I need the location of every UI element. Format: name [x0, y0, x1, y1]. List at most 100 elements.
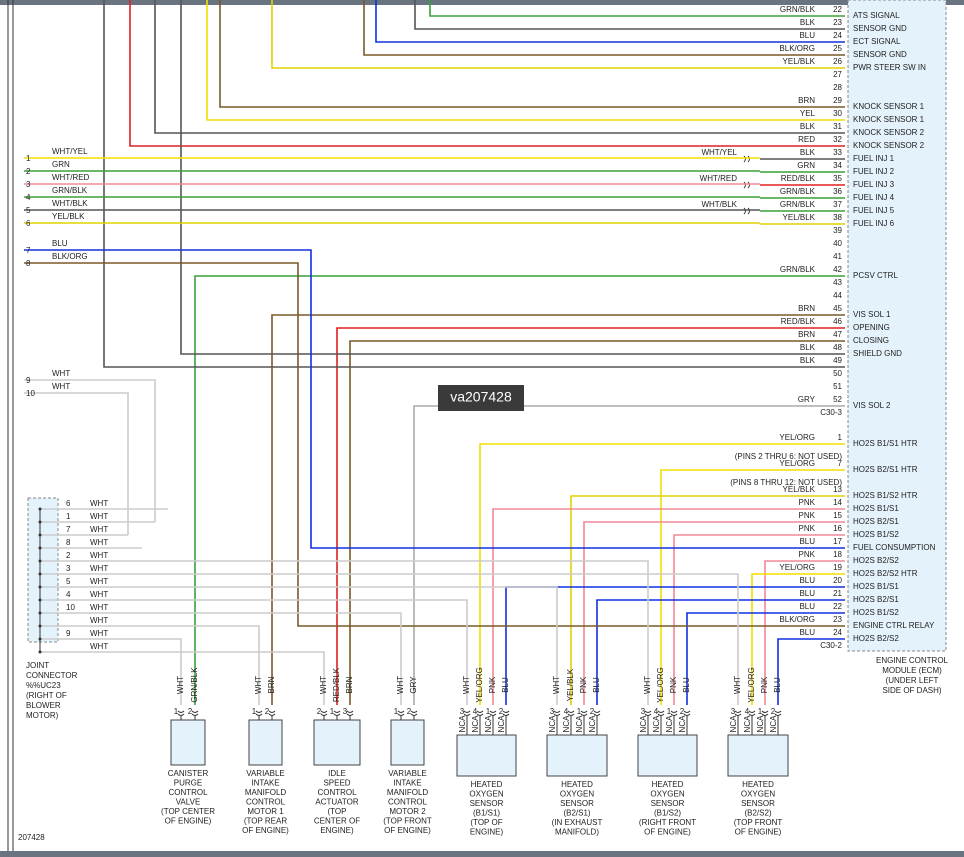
wire — [219, 0, 845, 108]
component-pin: 3 — [460, 707, 465, 716]
harness-number: 6 — [26, 219, 31, 228]
component-name: (TOP FRONT — [383, 817, 432, 826]
wire — [375, 0, 845, 43]
joint-name: %%UC23 — [26, 681, 61, 690]
pin-number: 23 — [833, 18, 842, 27]
wire — [40, 625, 260, 705]
wire — [103, 0, 845, 368]
component-name: (IN EXHAUST — [552, 818, 603, 827]
joint-pin: 7 — [66, 525, 71, 534]
wire-color: PNK — [799, 524, 816, 533]
component-wire-color: BLU — [773, 677, 782, 693]
component-name: (B1/S1) — [473, 809, 500, 818]
pin-function: HO2S B2/S2 HTR — [853, 569, 918, 578]
pin-function: VIS SOL 2 — [853, 401, 891, 410]
wire-color: YEL — [800, 109, 816, 118]
joint-pin: 10 — [66, 603, 75, 612]
pin-function: VIS SOL 1 — [853, 310, 891, 319]
watermark-box — [438, 385, 524, 411]
pin-number: 48 — [833, 343, 842, 352]
pin-number: 20 — [833, 576, 842, 585]
joint-wire-color: WHT — [90, 603, 108, 612]
component-pin: 1 — [330, 707, 335, 716]
wire — [180, 0, 845, 355]
joint-pin: 5 — [66, 577, 71, 586]
wire-color: YEL/ORG — [779, 459, 815, 468]
wire — [751, 573, 845, 705]
component-name: OXYGEN — [741, 790, 775, 799]
component-name: OF ENGINE) — [384, 826, 431, 835]
pin-number: 29 — [833, 96, 842, 105]
component-wire-color: BLU — [501, 677, 510, 693]
wire — [673, 534, 845, 705]
component-name: OXYGEN — [560, 790, 594, 799]
pin-number: 14 — [833, 498, 842, 507]
component-wire-color: WHT — [733, 676, 742, 694]
wire — [40, 560, 649, 705]
component-wire-color: YEL/BLK — [566, 668, 575, 701]
wire — [777, 638, 845, 705]
component-wire-color: PNK — [579, 676, 588, 693]
component-pin: 2 — [265, 707, 270, 716]
pin-number: 30 — [833, 109, 842, 118]
component-pin: 1 — [486, 707, 491, 716]
pin-function: HO2S B1/S1 — [853, 504, 899, 513]
joint-pin: 8 — [66, 538, 71, 547]
component-wire-color: GRY — [409, 676, 418, 694]
joint-pin: 4 — [66, 590, 71, 599]
wire-color: BRN — [798, 96, 815, 105]
terminal-label: NCA — [665, 715, 674, 733]
joint-wire-color: WHT — [90, 499, 108, 508]
ecm-name: ENGINE CONTROL — [876, 656, 949, 665]
pin-function: OPENING — [853, 323, 890, 332]
joint-pin: 3 — [66, 564, 71, 573]
wire-color: YEL/BLK — [783, 57, 816, 66]
pin-number: 40 — [833, 239, 842, 248]
pin-function: PWR STEER SW IN — [853, 63, 926, 72]
pin-function: HO2S B1/S1 — [853, 582, 899, 591]
harness-number: 8 — [26, 259, 31, 268]
pin-number: 32 — [833, 135, 842, 144]
pin-number: 42 — [833, 265, 842, 274]
terminal-label: NCA — [548, 715, 557, 733]
wire — [492, 508, 845, 705]
wire-color: RED — [798, 135, 815, 144]
wire — [154, 0, 845, 134]
wire — [24, 392, 129, 535]
component-box — [637, 734, 698, 777]
wire-color: GRN/BLK — [780, 187, 816, 196]
joint-pin: 6 — [66, 499, 71, 508]
component-pin: 1 — [252, 707, 257, 716]
pin-number: 38 — [833, 213, 842, 222]
component-pin: 2 — [680, 707, 685, 716]
component-name: CANISTER — [168, 769, 209, 778]
joint-pin: 2 — [66, 551, 71, 560]
top-bar — [0, 0, 964, 5]
harness-wire-color: BLK/ORG — [52, 252, 88, 261]
pin-number: 47 — [833, 330, 842, 339]
wire — [413, 405, 845, 705]
pin-number: 33 — [833, 148, 842, 157]
pin-function: SENSOR GND — [853, 24, 907, 33]
wire-color: BLU — [799, 576, 815, 585]
component-name: MOTOR 2 — [389, 807, 426, 816]
component-wire-color: PNK — [488, 676, 497, 693]
pin-function: HO2S B2/S1 HTR — [853, 465, 918, 474]
splice-mark — [743, 155, 750, 163]
component-wire-color: BRN — [267, 676, 276, 693]
joint-wire-color: WHT — [90, 512, 108, 521]
wire-color: GRN/BLK — [780, 5, 816, 14]
note: (PINS 2 THRU 6: NOT USED) — [735, 452, 843, 461]
wire — [479, 443, 845, 705]
joint-wire-color: WHT — [90, 616, 108, 625]
wire-color: PNK — [799, 498, 816, 507]
harness-wire-color: WHT/BLK — [52, 199, 88, 208]
component-name: MANIFOLD) — [555, 828, 599, 837]
pin-number: 19 — [833, 563, 842, 572]
pin-number: 39 — [833, 226, 842, 235]
wire — [24, 249, 845, 549]
component-name: CENTER OF — [314, 817, 360, 826]
component-name: HEATED — [652, 780, 684, 789]
harness-number: 3 — [26, 180, 31, 189]
